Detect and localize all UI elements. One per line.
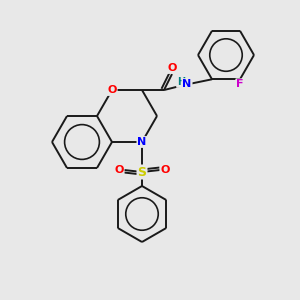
- Text: N: N: [137, 137, 147, 147]
- Text: F: F: [236, 79, 244, 89]
- Text: O: O: [107, 85, 117, 95]
- Text: O: O: [160, 165, 170, 175]
- Text: N: N: [182, 79, 192, 89]
- Text: S: S: [137, 166, 146, 178]
- Text: H: H: [177, 77, 185, 87]
- Text: O: O: [114, 165, 124, 175]
- Text: O: O: [167, 63, 177, 73]
